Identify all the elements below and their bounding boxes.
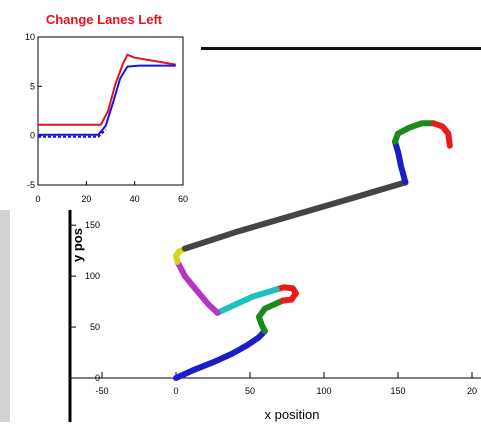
trajectory-segment: [174, 258, 221, 316]
inset-series-line: [38, 53, 176, 126]
inset-x-tick-label: 0: [35, 194, 40, 204]
main-y-tick-label: 150: [85, 220, 100, 230]
main-x-tick-label: 0: [173, 386, 178, 396]
main-x-tick-label: 150: [390, 386, 405, 396]
inset-title: Change Lanes Left: [46, 12, 163, 27]
inset-series-line: [38, 128, 107, 138]
top-border-line: [201, 47, 481, 50]
main-x-tick-label: 100: [316, 386, 331, 396]
inset-x-tick-label: 60: [178, 194, 188, 204]
trajectory-segment: [430, 120, 453, 149]
inset-x-tick-label: 20: [81, 194, 91, 204]
trajectory-segment: [173, 245, 188, 265]
inset-background: [0, 0, 200, 210]
trajectory-segment: [173, 328, 268, 381]
main-y-axis-label: y pos: [70, 228, 85, 262]
main-x-tick-label: 20: [467, 386, 477, 396]
inset-y-tick-label: -5: [27, 180, 35, 190]
trajectory-segment: [255, 297, 286, 335]
main-x-axis-label: x position: [265, 407, 320, 422]
inset-y-tick-label: 5: [30, 81, 35, 91]
main-x-tick-label: 50: [245, 386, 255, 396]
main-y-tick-label: 0: [95, 373, 100, 383]
inset-y-tick-label: 0: [30, 131, 35, 141]
trajectory-segment: [392, 120, 437, 145]
left-gray-strip: [0, 38, 10, 422]
inset-frame: [37, 36, 184, 186]
trajectory-segment: [181, 179, 409, 252]
inset-series-line: [38, 64, 176, 136]
main-x-tick-label: -50: [95, 386, 108, 396]
trajectory-segment: [214, 286, 280, 316]
inset-y-tick-label: 10: [25, 32, 35, 42]
trajectory-segment: [273, 284, 299, 304]
main-y-tick-label: 100: [85, 271, 100, 281]
trajectory-segment: [392, 138, 409, 186]
main-y-tick-label: 50: [90, 322, 100, 332]
inset-x-tick-label: 40: [130, 194, 140, 204]
